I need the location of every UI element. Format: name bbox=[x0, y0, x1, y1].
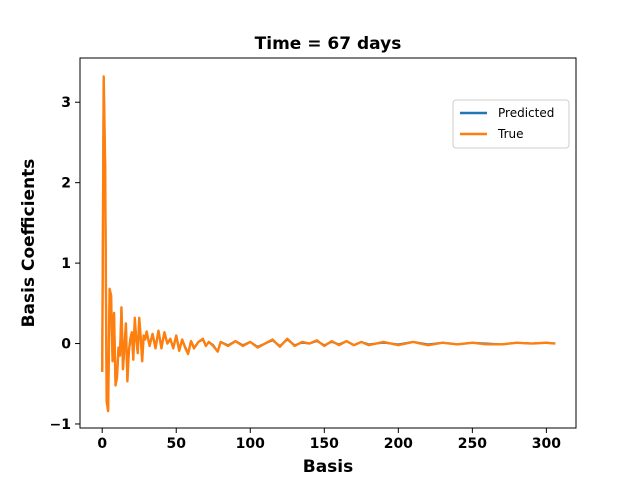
x-axis-label: Basis bbox=[303, 457, 354, 477]
x-tick-label: 250 bbox=[458, 436, 487, 452]
x-tick-label: 300 bbox=[532, 436, 561, 452]
y-tick-label: 0 bbox=[61, 337, 71, 353]
y-tick-label: 3 bbox=[61, 95, 71, 111]
y-tick-label: 1 bbox=[61, 256, 71, 272]
x-tick-label: 150 bbox=[310, 436, 339, 452]
y-axis-label: Basis Coefficients bbox=[19, 159, 39, 328]
y-tick-label: 2 bbox=[61, 176, 71, 192]
y-axis-ticks: −1 0 1 2 3 bbox=[50, 95, 80, 433]
x-axis-ticks: 0 50 100 150 200 250 300 bbox=[97, 428, 561, 452]
series-layer bbox=[101, 75, 556, 413]
x-tick-label: 0 bbox=[97, 436, 107, 452]
x-tick-label: 50 bbox=[166, 436, 186, 452]
chart-title: Time = 67 days bbox=[255, 34, 402, 54]
plot-area bbox=[79, 57, 577, 429]
series-line-true bbox=[101, 75, 556, 413]
legend-label: True bbox=[497, 127, 524, 141]
y-tick-label: −1 bbox=[50, 417, 71, 433]
x-tick-label: 200 bbox=[384, 436, 413, 452]
x-tick-label: 100 bbox=[236, 436, 265, 452]
legend: Predicted True bbox=[452, 99, 570, 149]
legend-label: Predicted bbox=[498, 106, 554, 120]
plot-frame bbox=[79, 57, 577, 429]
